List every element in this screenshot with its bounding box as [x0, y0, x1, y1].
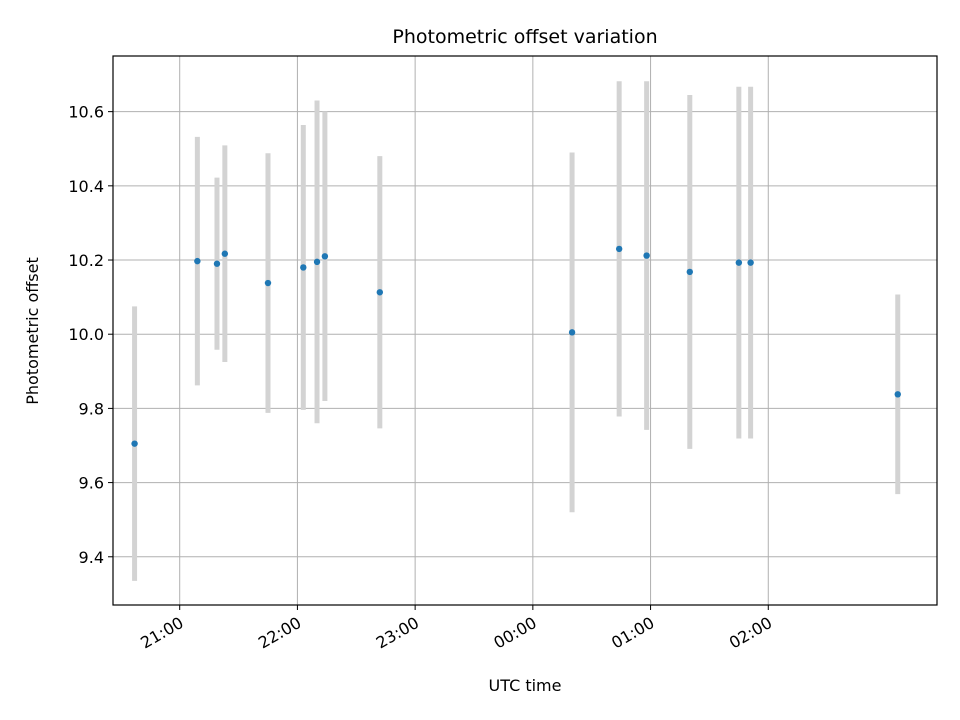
data-point	[615, 245, 623, 253]
data-point	[735, 259, 743, 266]
grid	[113, 56, 937, 605]
data-point	[686, 268, 693, 276]
data-point	[894, 391, 901, 398]
y-axis-label: Photometric offset	[23, 257, 42, 405]
y-tick-label: 9.4	[79, 548, 104, 567]
data-points	[131, 245, 901, 447]
y-tick-label: 10.0	[68, 325, 104, 344]
data-point	[313, 258, 321, 266]
data-point	[300, 264, 307, 271]
x-axis-label: UTC time	[489, 676, 562, 695]
y-tick-label: 9.8	[79, 399, 104, 418]
data-point	[264, 279, 272, 287]
data-point	[376, 289, 384, 296]
y-tick-label: 10.2	[68, 251, 104, 270]
y-tick-label: 9.6	[79, 474, 104, 493]
data-point	[568, 329, 576, 336]
data-point	[321, 253, 329, 260]
data-point	[221, 250, 229, 257]
data-point	[643, 252, 650, 259]
data-point	[213, 260, 221, 267]
chart-title: Photometric offset variation	[392, 26, 657, 48]
plot-frame	[112, 55, 938, 606]
data-point	[747, 259, 754, 266]
y-tick-label: 10.4	[68, 177, 104, 196]
data-point	[131, 440, 138, 447]
data-point	[194, 257, 201, 265]
y-tick-label: 10.6	[68, 103, 104, 122]
y-axis-ticks: 9.4 9.6 9.8 10.0 10.2 10.4 10.6	[68, 103, 113, 567]
